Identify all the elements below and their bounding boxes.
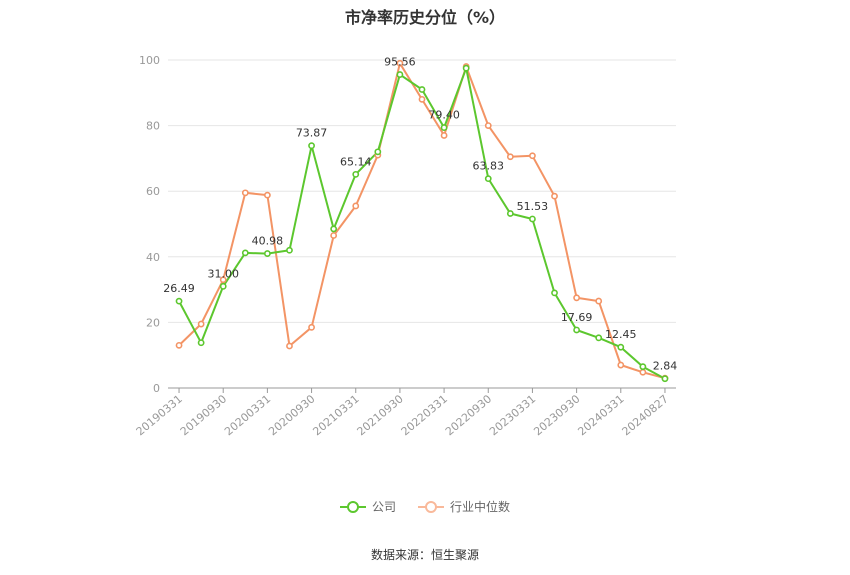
series-1-point-3[interactable] xyxy=(241,189,249,197)
legend-industry-marker-icon xyxy=(418,500,444,514)
series-1-point-0[interactable] xyxy=(175,341,183,349)
series-lines xyxy=(178,62,666,380)
series-0-point-11[interactable] xyxy=(418,86,426,93)
series-1-point-8[interactable] xyxy=(352,202,360,210)
data-label-10: 95.56 xyxy=(384,56,416,69)
data-label-14: 63.83 xyxy=(473,160,505,173)
x-tick-label-20220930: 20220930 xyxy=(443,392,494,438)
series-0-point-5[interactable] xyxy=(286,246,293,254)
series-0-point-2[interactable] xyxy=(219,282,227,290)
series-0-point-4[interactable] xyxy=(263,250,271,257)
x-tick-label-20220331: 20220331 xyxy=(399,392,450,438)
series-1-point-19[interactable] xyxy=(595,297,603,305)
x-tick-label-20210930: 20210930 xyxy=(355,392,406,438)
series-1-point-4[interactable] xyxy=(263,191,271,199)
data-label-0: 26.49 xyxy=(163,282,195,295)
series-1-point-2[interactable] xyxy=(219,276,227,284)
y-tick-label-0: 0 xyxy=(153,382,160,395)
series-0-point-20[interactable] xyxy=(617,343,625,351)
x-tick-label-20230930: 20230930 xyxy=(531,392,582,438)
x-tick-label-20200331: 20200331 xyxy=(222,392,273,438)
series-1-point-7[interactable] xyxy=(330,232,338,239)
y-tick-label-20: 20 xyxy=(146,316,160,329)
x-tick-label-20190331: 20190331 xyxy=(134,392,185,438)
x-axis: 2019033120190930202003312020093020210331… xyxy=(134,387,676,438)
series-1-point-11[interactable] xyxy=(418,95,426,103)
series-0-point-19[interactable] xyxy=(595,334,603,342)
grid-lines xyxy=(168,59,676,323)
x-tick-label-20230331: 20230331 xyxy=(487,392,538,438)
series-1-point-18[interactable] xyxy=(573,294,581,302)
data-label-8: 65.14 xyxy=(340,155,372,168)
series-0-point-16[interactable] xyxy=(529,215,536,223)
data-label-6: 73.87 xyxy=(296,127,328,140)
data-labels: 26.49 31.00 40.98 73.87 65.14 95.56 79.40 63.83… xyxy=(163,56,677,373)
series-1-point-1[interactable] xyxy=(197,320,205,328)
data-label-2: 31.00 xyxy=(207,267,239,280)
series-0-point-10[interactable] xyxy=(396,71,404,78)
data-label-22: 2.84 xyxy=(653,360,678,373)
series-0-point-18[interactable] xyxy=(573,326,581,334)
series-0-point-8[interactable] xyxy=(352,170,360,178)
series-0-point-22[interactable] xyxy=(661,375,669,383)
data-label-4: 40.98 xyxy=(252,235,284,248)
x-tick-label-20210331: 20210331 xyxy=(310,392,361,438)
series-0-point-7[interactable] xyxy=(330,225,338,233)
y-tick-label-60: 60 xyxy=(146,185,160,198)
series-line-1 xyxy=(178,62,666,380)
series-1-point-10[interactable] xyxy=(396,59,404,67)
series-0-point-14[interactable] xyxy=(484,175,492,183)
x-tick-label-20240827: 20240827 xyxy=(620,392,671,438)
legend-item-industry[interactable]: 行业中位数 xyxy=(418,498,510,515)
series-1-point-17[interactable] xyxy=(551,192,558,200)
series-1-point-16[interactable] xyxy=(529,152,536,160)
series-1-point-6[interactable] xyxy=(308,323,315,331)
series-0-point-6[interactable] xyxy=(308,142,315,150)
x-tick-label-20240331: 20240331 xyxy=(575,392,626,438)
series-0-point-3[interactable] xyxy=(241,249,249,257)
series-0-point-1[interactable] xyxy=(197,339,205,347)
series-0-point-0[interactable] xyxy=(175,297,183,305)
x-tick-label-20190930: 20190930 xyxy=(178,392,229,438)
data-label-20: 12.45 xyxy=(605,328,637,341)
chart-title: 市净率历史分位（%） xyxy=(344,8,506,27)
legend: 公司 行业中位数 xyxy=(0,498,850,515)
data-label-12: 79.40 xyxy=(428,109,460,122)
x-tick-label-20200930: 20200930 xyxy=(266,392,317,438)
y-tick-label-80: 80 xyxy=(146,120,160,133)
series-points xyxy=(175,59,669,383)
series-0-point-17[interactable] xyxy=(551,289,558,297)
y-tick-label-40: 40 xyxy=(146,251,160,264)
y-tick-label-100: 100 xyxy=(139,54,160,67)
y-axis-ticks: 0 20 40 60 80 100 xyxy=(139,54,160,395)
legend-company-label: 公司 xyxy=(371,500,396,514)
series-0-point-12[interactable] xyxy=(440,124,448,131)
legend-company-marker-icon xyxy=(339,500,366,514)
series-1-point-15[interactable] xyxy=(506,153,514,161)
data-label-16: 51.53 xyxy=(517,200,549,213)
series-0-point-9[interactable] xyxy=(374,148,382,156)
series-1-point-14[interactable] xyxy=(484,122,492,129)
series-1-point-12[interactable] xyxy=(440,132,448,139)
data-label-18: 17.69 xyxy=(561,311,593,324)
series-1-point-20[interactable] xyxy=(617,361,625,369)
series-0-point-21[interactable] xyxy=(639,363,647,371)
legend-industry-label: 行业中位数 xyxy=(450,500,511,514)
series-line-0 xyxy=(178,67,666,380)
series-1-point-5[interactable] xyxy=(286,342,293,350)
series-0-point-13[interactable] xyxy=(462,64,470,72)
source-note: 数据来源：恒生聚源 xyxy=(370,548,479,562)
series-0-point-15[interactable] xyxy=(506,210,514,217)
legend-item-company[interactable]: 公司 xyxy=(339,498,396,515)
series-1-point-21[interactable] xyxy=(639,368,647,376)
